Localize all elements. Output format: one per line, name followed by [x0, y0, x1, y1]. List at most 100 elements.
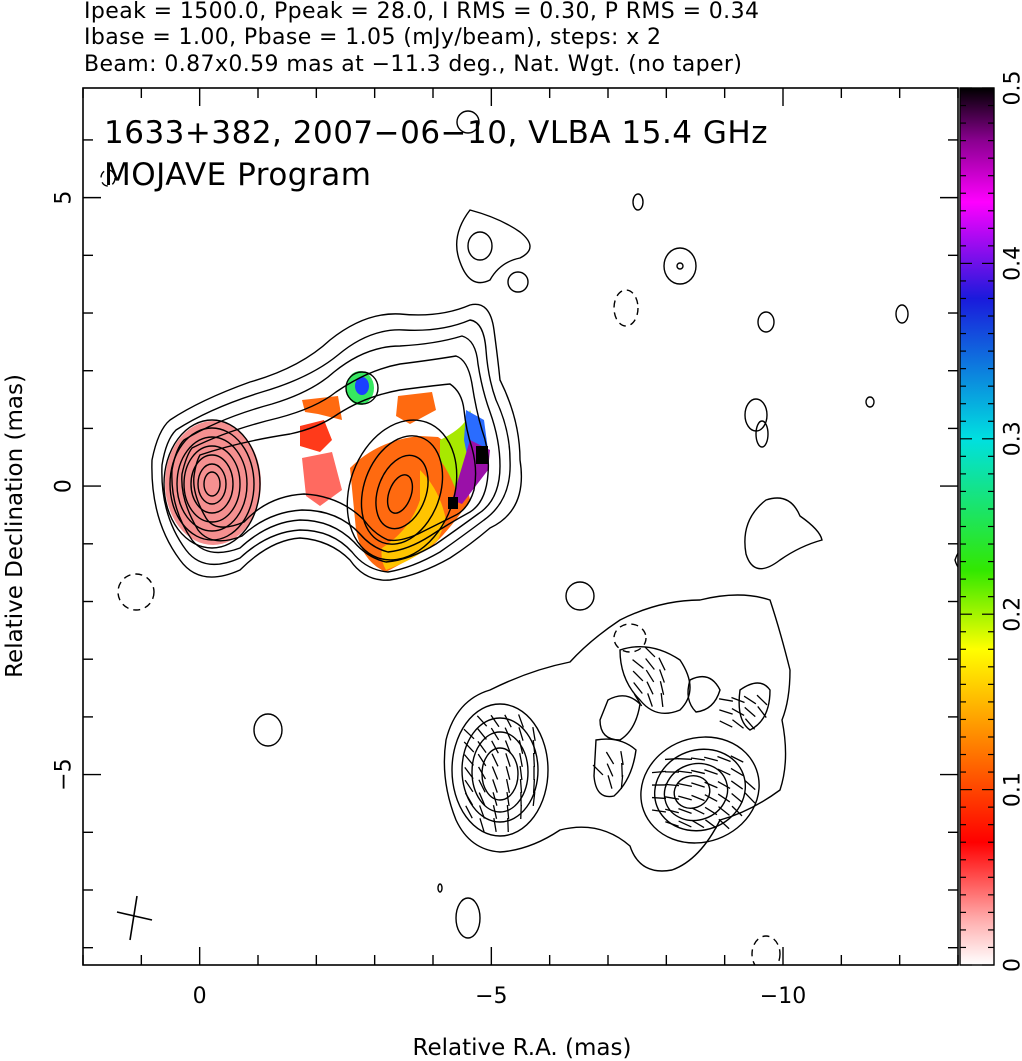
south-west-contour-3: [471, 731, 529, 813]
evpa-tick: [744, 779, 756, 791]
evpa-tick: [665, 808, 679, 814]
evpa-tick: [492, 779, 498, 793]
jet-polarization-patch: [350, 436, 470, 572]
y-tick-label: 5: [52, 191, 77, 205]
polarization-color-map: [165, 371, 490, 572]
evpa-tick: [505, 753, 511, 767]
header-stats-line-1: Ipeak = 1500.0, Ppeak = 28.0, I RMS = 0.…: [84, 0, 760, 24]
evpa-tick: [504, 727, 512, 741]
total-intensity-contours: [151, 110, 958, 939]
evpa-tick: [519, 765, 523, 781]
colorbar-tick-label: 0.3: [1001, 421, 1022, 456]
evpa-tick: [651, 770, 667, 774]
evpa-tick: [731, 805, 743, 817]
evpa-tick: [718, 698, 734, 702]
evpa-tick: [492, 805, 498, 819]
evpa-tick: [633, 682, 643, 694]
evpa-tick: [620, 774, 624, 790]
axis-tick-labels: 0 −5 −10 −5 0 5: [52, 191, 807, 1009]
evpa-tick: [744, 706, 756, 718]
contour-blob-small-11: [455, 897, 481, 939]
evpa-tick: [677, 758, 693, 760]
y-tick-label: 0: [52, 479, 77, 493]
evpa-tick: [730, 767, 744, 777]
evpa-tick: [606, 763, 614, 777]
y-axis-title: Relative Declination (mas): [2, 374, 28, 678]
evpa-tick: [519, 778, 523, 794]
evpa-tick: [691, 819, 705, 829]
colorbar-tick-label: 0: [1001, 958, 1022, 972]
contour-blob-small-10: [253, 713, 283, 747]
evpa-tick: [660, 692, 664, 708]
core-contour-5: [190, 454, 234, 514]
evpa-tick: [704, 794, 718, 802]
evpa-tick: [478, 779, 486, 793]
evpa-tick: [464, 779, 474, 793]
evpa-tick: [477, 766, 487, 780]
evpa-tick: [704, 819, 718, 829]
evpa-tick: [520, 804, 522, 820]
evpa-tick: [730, 755, 744, 763]
evpa-tick: [718, 818, 730, 830]
plot-title: 1633+382, 2007−06−10, VLBA 15.4 GHz: [104, 115, 768, 151]
core-contour-3: [176, 436, 248, 532]
contour-blob-small-12: [437, 883, 443, 893]
evpa-tick: [704, 769, 718, 775]
evpa-tick: [690, 757, 706, 761]
core-contour-6: [197, 463, 227, 505]
polarization-vectors: [463, 646, 768, 833]
axis-ticks: [82, 88, 959, 965]
evpa-tick: [476, 715, 488, 727]
contour-level-3: [171, 335, 501, 563]
evpa-tick: [678, 820, 692, 828]
evpa-tick: [731, 707, 745, 717]
evpa-tick: [718, 806, 730, 816]
evpa-tick: [678, 795, 692, 801]
evpa-tick: [491, 753, 499, 767]
southern-component-inner-4: [593, 738, 637, 798]
south-west-contour-1: [451, 703, 549, 837]
evpa-tick: [532, 739, 536, 755]
evpa-tick: [659, 681, 665, 695]
south-east-contour-1: [640, 736, 760, 844]
evpa-tick: [504, 740, 512, 754]
contour-blob-small-2: [632, 193, 644, 211]
evpa-tick: [664, 796, 680, 800]
evpa-tick: [478, 805, 486, 819]
evpa-tick: [491, 766, 499, 780]
south-east-contour-2: [653, 748, 747, 832]
beam-minor-axis: [129, 895, 138, 941]
evpa-tick: [704, 806, 718, 816]
evpa-tick: [490, 727, 500, 741]
evpa-tick: [633, 693, 643, 707]
evpa-tick: [607, 775, 613, 789]
evpa-tick: [605, 751, 615, 765]
header-beam-line: Beam: 0.87x0.59 mas at −11.3 deg., Nat. …: [84, 52, 743, 77]
x-axis-title: Relative R.A. (mas): [413, 1035, 632, 1061]
evpa-tick: [717, 755, 731, 763]
colorbar-ticks: [960, 87, 994, 966]
evpa-tick: [477, 753, 487, 767]
evpa-tick: [507, 817, 509, 833]
colorbar-tick-label: 0.4: [1001, 246, 1022, 281]
evpa-tick: [691, 769, 705, 775]
colorbar-tick-label: 0.1: [1001, 772, 1022, 807]
contour-level-2: [161, 319, 511, 573]
evpa-tick: [744, 792, 756, 804]
evpa-tick: [518, 727, 524, 741]
evpa-tick: [704, 756, 718, 762]
evpa-tick: [678, 782, 692, 788]
evpa-tick: [717, 793, 731, 803]
southern-component-inner-3: [738, 682, 771, 731]
evpa-tick: [730, 780, 744, 790]
core-contour-4: [183, 445, 241, 523]
negative-contours: [100, 169, 781, 965]
evpa-tick: [658, 657, 666, 671]
evpa-tick: [492, 792, 498, 806]
evpa-tick: [665, 821, 679, 827]
evpa-tick: [691, 807, 705, 815]
knot-contour: [345, 371, 379, 405]
jet-contour-2: [360, 435, 444, 545]
contour-level-5: [193, 383, 477, 542]
